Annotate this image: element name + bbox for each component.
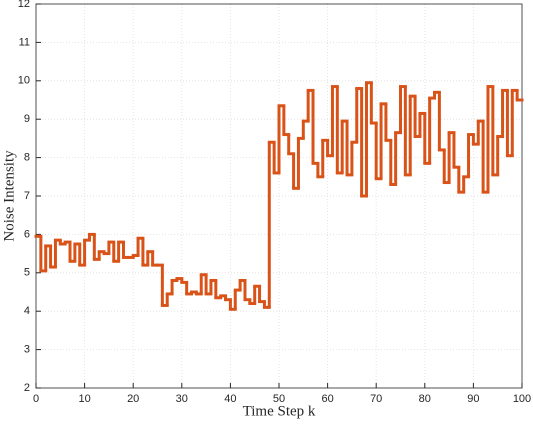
y-tick-label: 5	[24, 267, 30, 279]
x-tick-label: 40	[224, 393, 236, 405]
y-tick-label: 9	[24, 113, 30, 125]
y-tick-label: 8	[24, 152, 30, 164]
y-axis-label: Noise Intensity	[1, 150, 17, 242]
x-tick-label: 20	[127, 393, 139, 405]
y-tick-label: 10	[18, 75, 30, 87]
x-tick-label: 100	[513, 393, 531, 405]
x-axis-label: Time Step k	[243, 403, 316, 419]
x-tick-label: 70	[370, 393, 382, 405]
x-tick-label: 80	[419, 393, 431, 405]
x-tick-label: 50	[273, 393, 285, 405]
plot-frame	[35, 3, 523, 389]
y-tick-label: 2	[24, 382, 30, 394]
x-tick-label: 0	[33, 393, 39, 405]
y-tick-label: 12	[18, 0, 30, 10]
x-tick-label: 90	[467, 393, 479, 405]
x-tick-label: 10	[78, 393, 90, 405]
y-tick-label: 4	[24, 305, 30, 317]
y-tick-label: 6	[24, 228, 30, 240]
y-tick-label: 3	[24, 344, 30, 356]
y-tick-label: 7	[24, 190, 30, 202]
x-tick-label: 60	[321, 393, 333, 405]
y-tick-label: 11	[19, 36, 30, 48]
x-tick-label: 30	[176, 393, 188, 405]
